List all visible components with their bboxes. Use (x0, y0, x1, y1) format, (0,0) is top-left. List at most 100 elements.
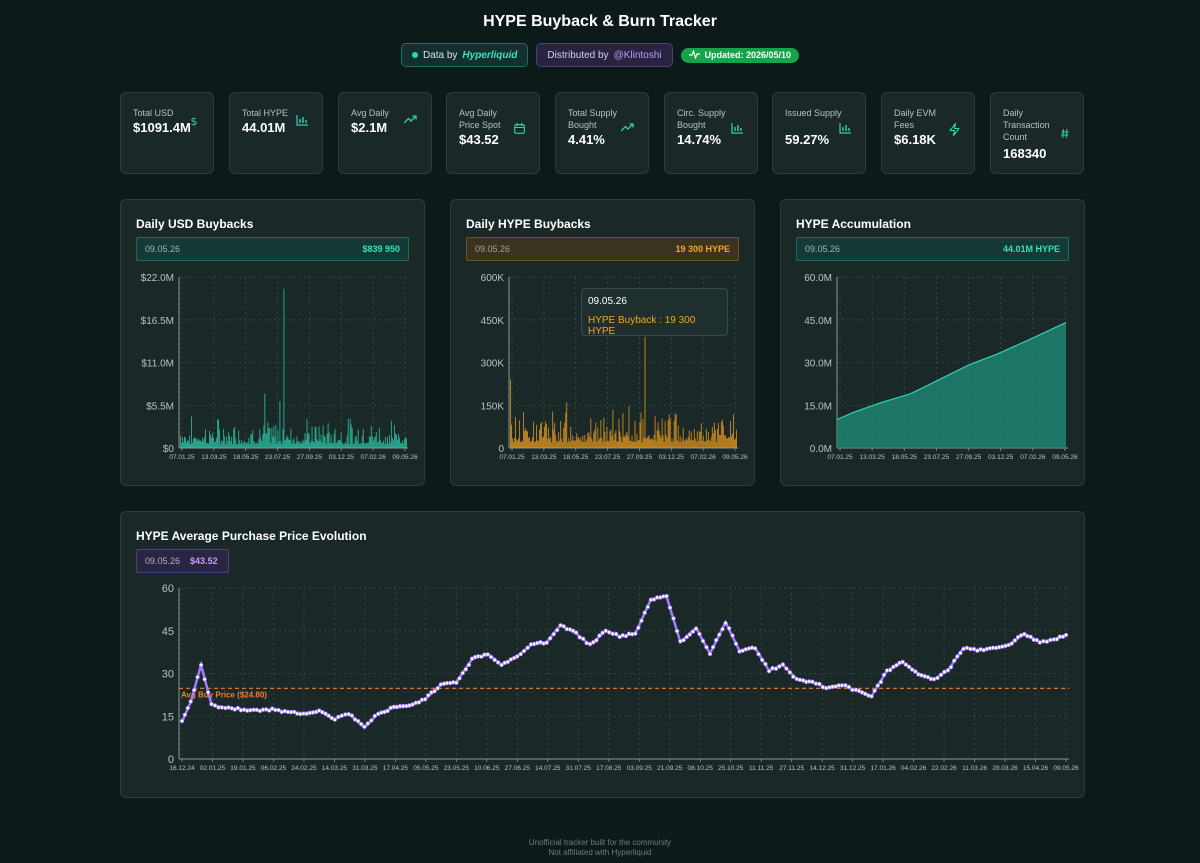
bar (568, 438, 570, 448)
x-tick-label: 03.09.25 (627, 765, 653, 772)
price-point (1028, 634, 1033, 639)
usd-buybacks-value: $839 950 (362, 244, 400, 254)
x-tick-label: 31.03.25 (352, 765, 378, 772)
price-point (581, 636, 586, 641)
bar (337, 439, 339, 448)
data-source-badge[interactable]: Data by Hyperliquid (400, 43, 529, 67)
bar (400, 443, 402, 448)
price-point (875, 683, 880, 688)
bar (669, 418, 671, 448)
bar (261, 440, 263, 448)
bar (301, 443, 303, 448)
stat-label: Avg Daily Price Spot (459, 108, 501, 130)
bar (647, 436, 649, 448)
bar (527, 431, 528, 448)
bar (397, 433, 399, 448)
updated-text: Updated: 2026/05/10 (704, 50, 792, 60)
price-point (485, 652, 490, 657)
tooltip-date: 09.05.26 (588, 296, 627, 307)
bar (678, 441, 680, 448)
bar (371, 436, 373, 448)
bar (591, 438, 593, 448)
bar (260, 437, 262, 448)
bar (633, 441, 635, 448)
stat-label: Total USD (133, 108, 174, 118)
x-tick-label: 14.03.25 (322, 765, 348, 772)
bar (714, 430, 716, 448)
price-point (515, 654, 520, 659)
bar (298, 441, 300, 448)
bar (715, 441, 717, 448)
bar (579, 439, 581, 448)
bar (512, 438, 513, 448)
bar (281, 443, 283, 448)
bar (642, 419, 644, 448)
bar (352, 443, 354, 448)
bar (318, 426, 320, 448)
bar (287, 436, 289, 448)
bar (314, 426, 316, 448)
bar (405, 438, 407, 448)
bar (619, 431, 621, 448)
bar (197, 440, 198, 448)
price-point (766, 668, 772, 674)
bar (354, 437, 356, 448)
bar (184, 436, 185, 448)
price-point (700, 638, 706, 644)
bar (654, 416, 656, 448)
bar (188, 440, 189, 448)
bar (679, 435, 681, 448)
distributed-by-badge[interactable]: Distributed by @Klintoshi (536, 43, 673, 67)
bar (212, 432, 214, 448)
bar (605, 441, 607, 448)
bar (539, 429, 541, 448)
bar (729, 421, 731, 448)
bar (628, 406, 630, 448)
bar (227, 441, 229, 448)
price-point (633, 631, 638, 636)
price-point (469, 656, 475, 661)
price-point (349, 713, 355, 718)
price-point (1048, 637, 1053, 643)
x-tick-label: 27.09.25 (297, 454, 323, 461)
bar (682, 427, 684, 448)
page-title: HYPE Buyback & Burn Tracker (483, 13, 717, 30)
bar (526, 430, 527, 448)
bar (254, 442, 256, 448)
bar (531, 440, 532, 448)
distributor-link[interactable]: @Klintoshi (613, 49, 662, 61)
bar (584, 434, 586, 448)
price-point (479, 654, 484, 659)
tooltip-value: HYPE Buyback : 19 300 HYPE (588, 315, 696, 337)
activity-icon (688, 48, 700, 61)
bar (185, 437, 186, 448)
stat-value: 59.27% (785, 132, 830, 147)
trending-up-icon (621, 123, 634, 132)
bar (295, 442, 297, 448)
x-tick-label: 22.02.26 (931, 765, 957, 772)
usd-buybacks-title: Daily USD Buybacks (136, 217, 254, 231)
accumulation-chart[interactable]: 0.0M 15.0M 30.0M 45.0M 60.0M 07.01.25 13.03.25… (781, 200, 1086, 487)
price-point (843, 683, 848, 688)
stat-card: Total HYPE 44.01M (229, 92, 323, 174)
bar (684, 440, 686, 448)
bar (399, 442, 401, 448)
bar (285, 438, 287, 448)
bar (231, 436, 233, 448)
bar (734, 438, 736, 448)
bar (519, 420, 520, 448)
bar (216, 437, 218, 448)
data-source-link[interactable]: Hyperliquid (462, 49, 518, 61)
bar (552, 411, 554, 448)
bar (303, 441, 305, 448)
bar (627, 436, 629, 448)
price-point (432, 688, 437, 694)
bar (391, 437, 393, 448)
price-evolution-chart[interactable]: 0 15 30 45 60 16.12.24 02.01.25 19.01.25 06.02.2… (121, 512, 1086, 799)
hype-buybacks-chart[interactable]: 0 150K 300K 450K 600K 07.01.25 13.03.25 18.05.2… (451, 200, 756, 487)
bar (617, 441, 619, 448)
bar (253, 441, 255, 448)
bar (288, 439, 290, 448)
bar (534, 442, 536, 448)
usd-buybacks-chart[interactable]: $0 $5.5M $11.0M $16.5M $22.0M 07.01.25 13.03.2… (121, 200, 426, 487)
